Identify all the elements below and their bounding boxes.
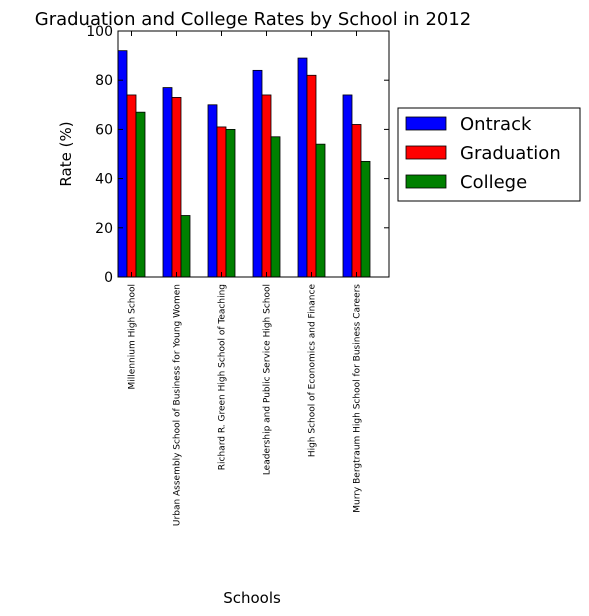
y-tick-label-60: 60 bbox=[95, 122, 113, 138]
bar-ontrack-2 bbox=[207, 104, 218, 278]
bar-ontrack-5 bbox=[342, 94, 353, 278]
y-axis-label: Rate (%) bbox=[57, 121, 75, 186]
y-tick-label-100: 100 bbox=[86, 24, 113, 40]
y-tick-label-20: 20 bbox=[95, 221, 113, 237]
bar-ontrack-3 bbox=[252, 69, 263, 278]
legend-label-college: College bbox=[460, 172, 527, 193]
y-tick-label-0: 0 bbox=[104, 270, 113, 286]
x-tick-label-2: Richard R. Green High School of Teaching bbox=[218, 284, 228, 470]
bar-ontrack-0 bbox=[117, 50, 128, 278]
bar-graduation-5 bbox=[351, 124, 362, 278]
chart-title: Graduation and College Rates by School i… bbox=[35, 9, 472, 30]
bar-graduation-1 bbox=[171, 97, 182, 278]
bar-college-5 bbox=[360, 160, 371, 278]
bar-ontrack-1 bbox=[162, 87, 173, 278]
x-axis-label: Schools bbox=[223, 589, 281, 607]
x-tick-label-5: Murry Bergtraum High School for Business… bbox=[353, 284, 363, 513]
bar-college-0 bbox=[135, 111, 146, 278]
legend-label-graduation: Graduation bbox=[460, 143, 561, 164]
y-tick-label-40: 40 bbox=[95, 172, 113, 188]
plot-frame bbox=[117, 30, 390, 278]
x-axis: Millennium High School Urban Assembly Sch… bbox=[128, 31, 363, 526]
y-tick-label-80: 80 bbox=[95, 73, 113, 89]
bar-graduation-3 bbox=[261, 94, 272, 278]
legend-swatch-graduation bbox=[405, 145, 447, 160]
bar-college-4 bbox=[315, 143, 326, 278]
x-tick-label-4: High School of Economics and Finance bbox=[308, 284, 318, 458]
bar-college-1 bbox=[180, 215, 191, 278]
x-tick-label-3: Leadership and Public Service High Schoo… bbox=[263, 284, 273, 475]
legend: Ontrack Graduation College bbox=[397, 107, 581, 202]
bar-graduation-0 bbox=[126, 94, 137, 278]
legend-label-ontrack: Ontrack bbox=[460, 114, 532, 135]
bar-ontrack-4 bbox=[297, 57, 308, 278]
bars-layer bbox=[117, 50, 371, 278]
y-axis: 0 20 40 60 80 100 bbox=[86, 24, 389, 286]
bar-graduation-4 bbox=[306, 74, 317, 278]
x-tick-label-0: Millennium High School bbox=[128, 284, 138, 389]
legend-swatch-ontrack bbox=[405, 116, 447, 131]
bar-college-2 bbox=[225, 128, 236, 278]
legend-swatch-college bbox=[405, 174, 447, 189]
bar-graduation-2 bbox=[216, 126, 227, 278]
bar-college-3 bbox=[270, 136, 281, 278]
x-tick-label-1: Urban Assembly School of Business for Yo… bbox=[173, 284, 183, 526]
